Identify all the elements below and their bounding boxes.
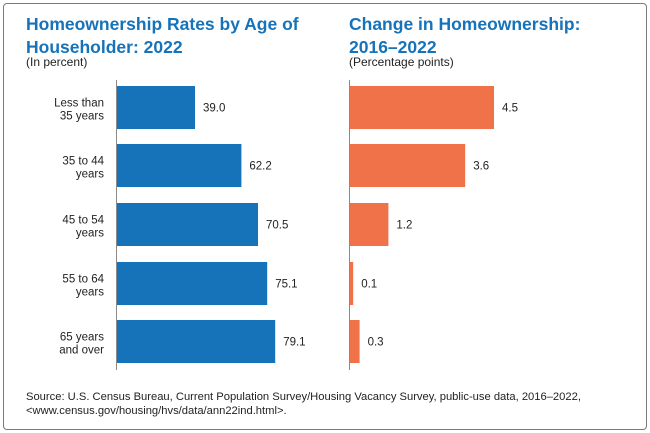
left-bar [117, 320, 276, 363]
left-value-label: 79.1 [283, 337, 305, 349]
category-label: years [76, 287, 104, 299]
right-bar [350, 86, 494, 129]
source-line-1: Source: U.S. Census Bureau, Current Popu… [26, 391, 581, 403]
left-bar [117, 144, 242, 187]
right-value-label: 3.6 [473, 161, 489, 173]
left-value-label: 75.1 [275, 279, 297, 291]
category-label: Less than [54, 98, 104, 110]
left-value-label: 70.5 [266, 220, 288, 232]
category-label: 65 years [60, 332, 104, 344]
right-value-label: 0.1 [361, 279, 377, 291]
figure-frame [3, 3, 647, 430]
left-bar [117, 262, 268, 305]
right-bar [350, 262, 354, 305]
category-label: 35 years [60, 111, 104, 123]
right-chart-title: Change in Homeownership: 2016–2022 [349, 14, 581, 57]
category-label: 55 to 64 [62, 274, 104, 286]
category-label: 35 to 44 [62, 156, 104, 168]
left-value-label: 39.0 [203, 103, 225, 115]
source-line-2: <www.census.gov/housing/hvs/data/ann22in… [26, 405, 287, 417]
left-bar [117, 203, 258, 246]
right-value-label: 4.5 [502, 103, 518, 115]
right-chart-subtitle: (Percentage points) [349, 55, 454, 69]
right-value-label: 0.3 [368, 337, 384, 349]
source-note: Source: U.S. Census Bureau, Current Popu… [26, 390, 626, 418]
left-value-label: 62.2 [249, 161, 271, 173]
right-bar [350, 203, 389, 246]
right-bar [350, 320, 360, 363]
category-label: and over [59, 345, 104, 357]
right-value-label: 1.2 [396, 220, 412, 232]
right-bar [350, 144, 466, 187]
category-label: years [76, 169, 104, 181]
left-chart-title: Homeownership Rates by Age of Householde… [26, 14, 299, 57]
left-chart-subtitle: (In percent) [26, 55, 88, 69]
category-label: 45 to 54 [62, 215, 104, 227]
left-bar [117, 86, 195, 129]
category-label: years [76, 228, 104, 240]
